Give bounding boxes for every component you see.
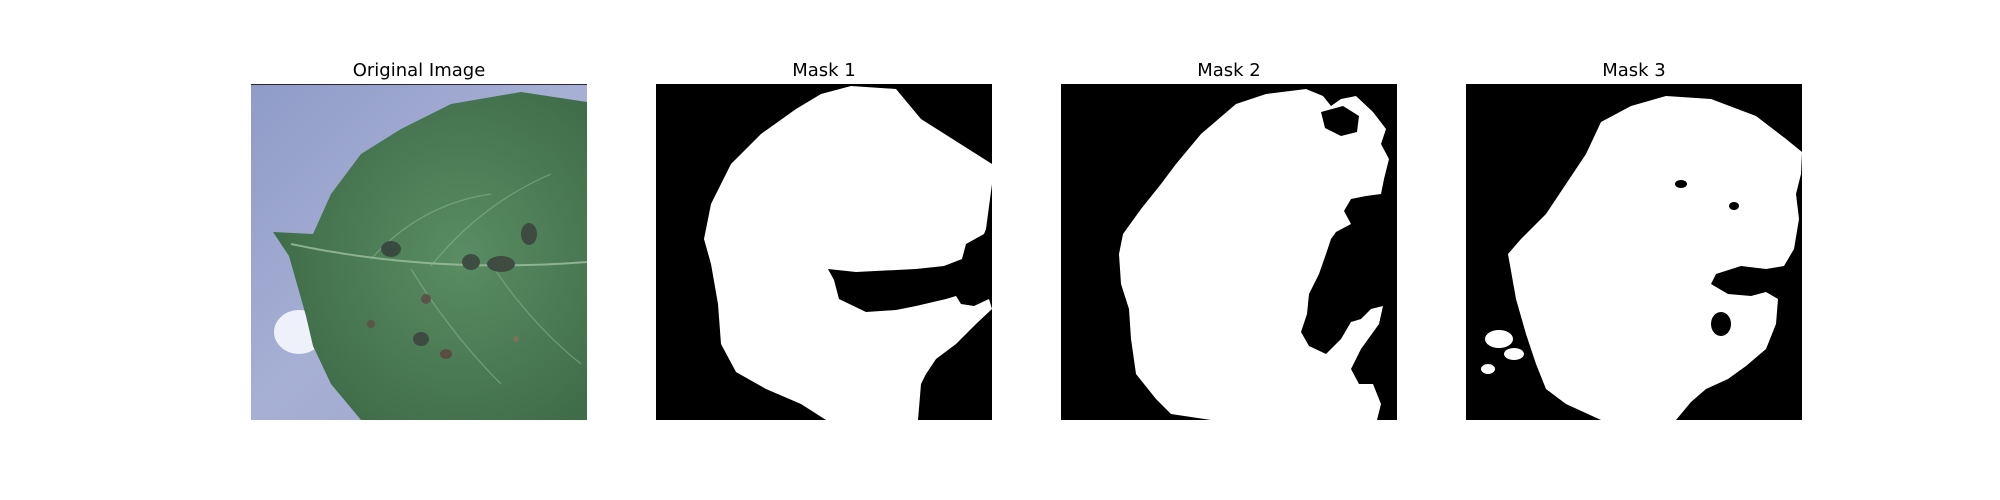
lesion <box>462 254 480 270</box>
panel-mask-3: Mask 3 <box>1466 57 1802 420</box>
panel-mask-1: Mask 1 <box>656 57 992 420</box>
lesion <box>381 241 401 257</box>
panel-mask-2: Mask 2 <box>1061 57 1397 420</box>
leaf-photo <box>251 84 587 420</box>
panel-original: Original Image <box>251 57 587 420</box>
mask-image <box>656 84 992 420</box>
mask-image <box>1466 84 1802 420</box>
mask-image <box>1061 84 1397 420</box>
lesion <box>440 349 452 359</box>
lesion <box>421 294 431 304</box>
panel-title: Mask 2 <box>1197 60 1261 81</box>
mask-region <box>1119 89 1389 420</box>
panel-title: Mask 1 <box>792 60 856 81</box>
mask-blob <box>1481 364 1495 374</box>
mask-blob <box>1504 348 1524 360</box>
mask-region <box>704 86 992 420</box>
lesion <box>367 320 375 328</box>
lesion <box>513 336 519 342</box>
leaf-vein <box>290 243 587 267</box>
panel-title: Original Image <box>352 60 486 81</box>
panel-title: Mask 3 <box>1602 60 1666 81</box>
lesion <box>413 332 429 346</box>
lesion <box>521 223 537 245</box>
leaf <box>273 92 587 420</box>
mask-blob <box>1485 330 1513 348</box>
lesion <box>487 256 515 272</box>
mask-region <box>1508 96 1802 420</box>
